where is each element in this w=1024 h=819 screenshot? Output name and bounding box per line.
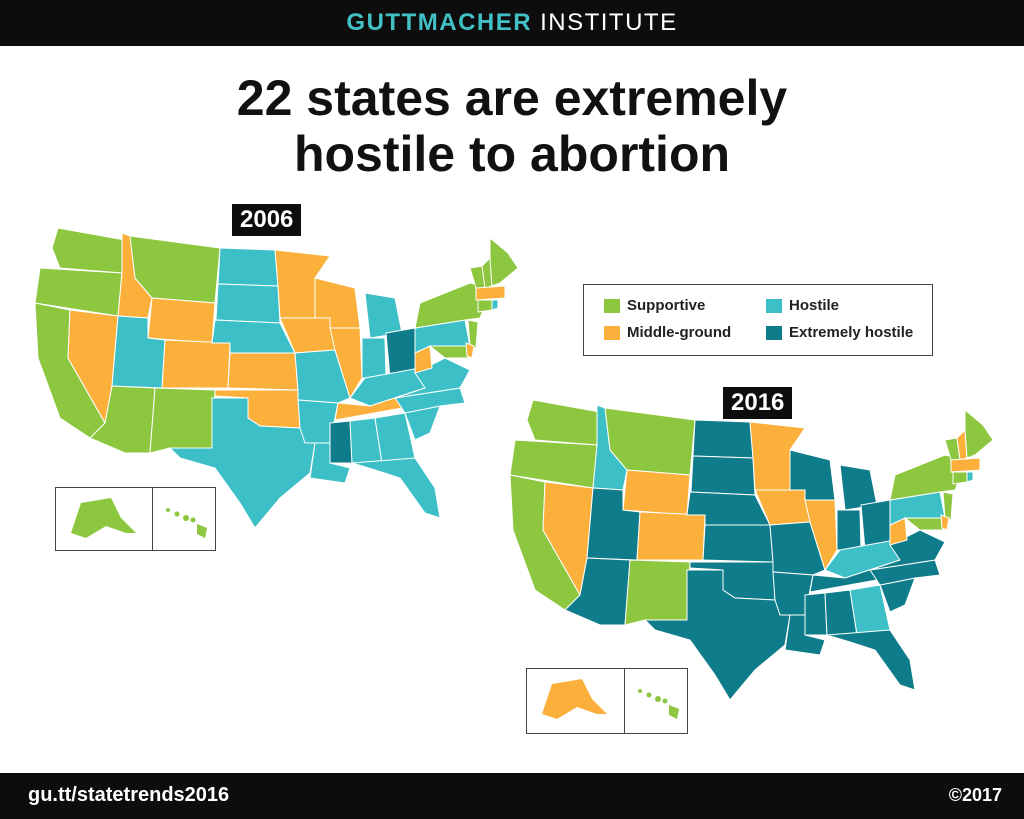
legend: Supportive Middle-ground Hostile Extreme… xyxy=(583,284,933,356)
state-tx xyxy=(643,569,791,701)
state-nd xyxy=(692,419,754,459)
state-co xyxy=(161,339,231,389)
state-ny xyxy=(889,454,968,501)
state-me xyxy=(489,236,519,287)
title-line-2: hostile to abortion xyxy=(293,126,731,182)
brand-institute: INSTITUTE xyxy=(540,9,678,36)
state-il xyxy=(804,499,838,572)
state-ms xyxy=(804,592,828,636)
state-il xyxy=(329,327,363,400)
map-2006-year-label: 2006 xyxy=(232,204,302,236)
map-2006 xyxy=(34,228,519,528)
brand-name: GUTTMACHER xyxy=(346,9,533,36)
state-wa xyxy=(526,400,601,446)
state-de xyxy=(465,342,475,359)
state-wy xyxy=(622,469,691,516)
state-ri xyxy=(966,471,974,483)
page-title: 22 states are extremely hostile to abort… xyxy=(0,70,1024,182)
title-line-1: 22 states are extremely xyxy=(236,70,788,126)
header-bar: GUTTMACHER INSTITUTE xyxy=(0,0,1024,46)
state-md xyxy=(428,345,471,359)
state-nj xyxy=(942,491,954,521)
alaska-2016 xyxy=(542,679,607,719)
state-ct xyxy=(477,299,493,313)
state-ny xyxy=(414,282,493,329)
state-in xyxy=(361,337,387,379)
legend-swatch-hostile xyxy=(766,298,782,313)
state-nj xyxy=(467,319,479,349)
legend-label-hostile: Hostile xyxy=(789,297,840,314)
state-md xyxy=(903,517,946,531)
state-ct xyxy=(952,471,968,485)
state-in xyxy=(836,509,862,551)
state-nm xyxy=(149,387,216,454)
state-ks xyxy=(227,352,299,391)
state-nd xyxy=(217,247,279,287)
footer-url[interactable]: gu.tt/statetrends2016 xyxy=(28,784,230,806)
state-ma xyxy=(475,285,506,301)
legend-label-extreme: Extremely hostile xyxy=(789,324,914,341)
legend-hostile: Hostile xyxy=(766,297,839,314)
state-co xyxy=(636,511,706,561)
inset-hawaii-2016 xyxy=(624,668,688,734)
state-wy xyxy=(147,297,216,344)
legend-label-supportive: Supportive xyxy=(627,297,706,314)
state-sd xyxy=(215,283,281,324)
legend-extreme: Extremely hostile xyxy=(766,324,913,341)
legend-swatch-supportive xyxy=(604,298,620,313)
hawaii-2006 xyxy=(166,508,207,538)
footer-copyright: ©2017 xyxy=(948,785,1002,805)
state-de xyxy=(940,514,950,531)
state-ri xyxy=(491,299,499,311)
state-me xyxy=(964,408,994,459)
inset-alaska-2006 xyxy=(55,487,154,551)
state-ms xyxy=(329,420,353,464)
alaska-2006 xyxy=(71,498,136,538)
state-ma xyxy=(950,457,981,473)
state-tx xyxy=(168,397,316,528)
inset-alaska-2016 xyxy=(526,668,626,734)
state-nm xyxy=(624,559,691,626)
map-2016-year-label: 2016 xyxy=(723,387,793,419)
legend-label-middle: Middle-ground xyxy=(627,324,732,341)
inset-hawaii-2006 xyxy=(152,487,216,551)
state-fl xyxy=(826,629,916,691)
legend-supportive: Supportive xyxy=(604,297,705,314)
state-wa xyxy=(51,228,126,274)
footer-bar: gu.tt/statetrends2016 ©2017 xyxy=(0,773,1024,819)
legend-swatch-middle xyxy=(604,325,620,340)
hawaii-2016 xyxy=(638,689,679,719)
state-sd xyxy=(690,455,756,496)
state-fl xyxy=(351,457,441,519)
map-2016 xyxy=(509,400,994,701)
legend-middle: Middle-ground xyxy=(604,324,731,341)
state-ks xyxy=(702,524,774,563)
legend-swatch-extreme xyxy=(766,325,782,340)
